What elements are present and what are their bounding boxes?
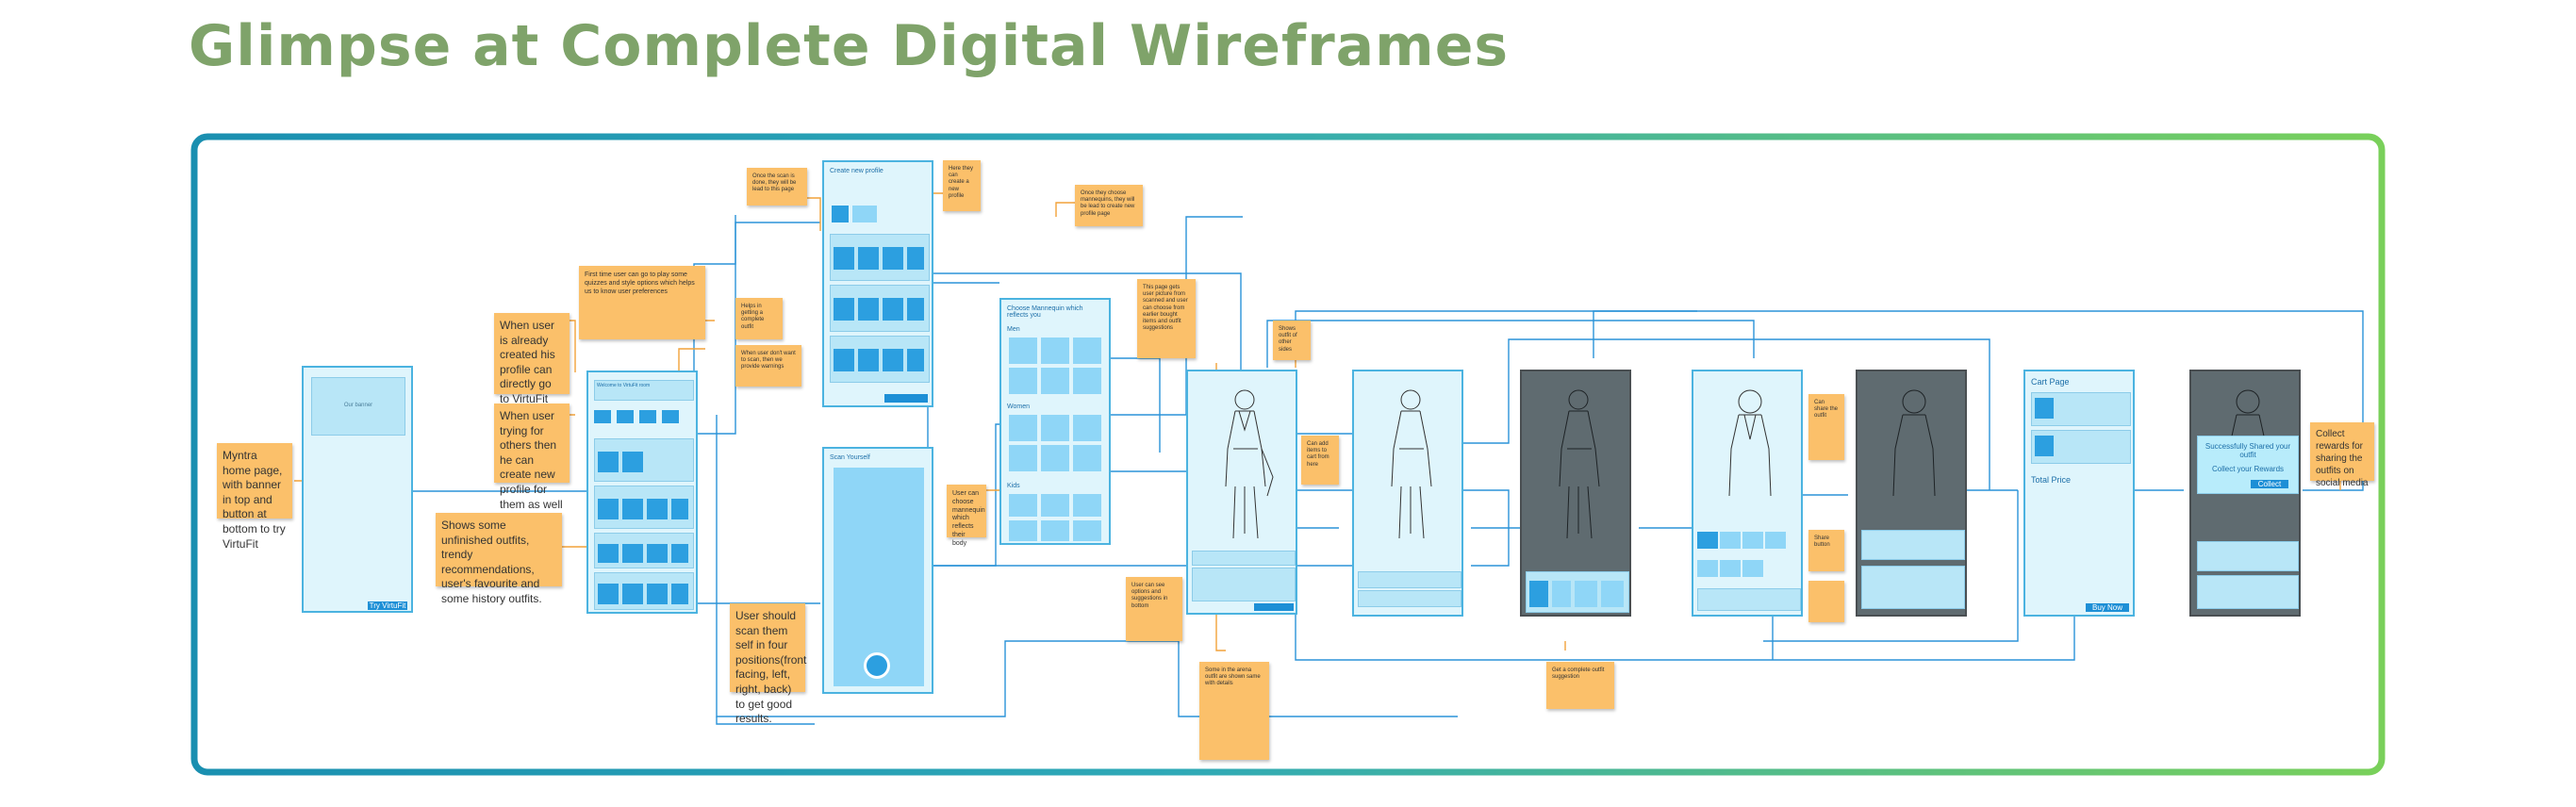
note-unfinished: Shows some unfinished outfits, trendy re… <box>436 513 562 605</box>
tryon-screen <box>1186 370 1297 615</box>
create-profile-button[interactable] <box>884 394 928 403</box>
cart-screen: Cart Page Total Price Buy Now <box>2023 370 2135 617</box>
note-profile-done: Once the scan is done, they will be lead… <box>747 168 807 206</box>
outfit-details-screen <box>1692 370 1803 617</box>
camera-viewfinder <box>834 468 924 686</box>
note-tryon: This page gets user picture from scanned… <box>1137 279 1196 358</box>
outfit-screen <box>1352 370 1463 617</box>
buy-now-button[interactable]: Buy Now <box>2086 603 2129 612</box>
note-suggestions: Get a complete outfit suggestion <box>1546 662 1614 709</box>
note-new-profile: Here they can create a new profile <box>943 160 981 211</box>
virtufit-room-screen: Welcome to VirtuFit room <box>586 371 698 614</box>
note-rewards: Collect rewards for sharing the outfits … <box>2310 422 2374 488</box>
note-bottom-rec: User can see options and suggestions in … <box>1126 577 1182 641</box>
note-mannequin: Once they choose mannequins, they will b… <box>1075 185 1143 226</box>
note-quiz: First time user can go to play some quiz… <box>579 266 705 339</box>
dark-details-screen <box>1856 370 1967 617</box>
note-already-created: When user is already created his profile… <box>494 313 570 420</box>
home-screen: Our banner Try VirtuFit <box>302 366 413 613</box>
scan-screen: Scan Yourself <box>822 447 933 694</box>
note-side: Shows outfit of other sides <box>1273 321 1311 360</box>
home-banner: Our banner <box>311 377 405 436</box>
note-for-others: When user trying for others then he can … <box>494 404 570 511</box>
note-choose-mannequin: User can choose mannequin which reflects… <box>947 485 986 547</box>
page-title: Glimpse at Complete Digital Wireframes <box>189 13 1510 79</box>
note-share: Can share the outfit <box>1808 394 1844 460</box>
note-home: Myntra home page, with banner in top and… <box>217 443 292 551</box>
board-frame <box>190 133 2386 776</box>
reward-popup: Successfully Shared your outfit Collect … <box>2197 436 2299 494</box>
capture-button[interactable] <box>864 652 890 679</box>
reward-screen: Successfully Shared your outfit Collect … <box>2189 370 2301 617</box>
note-scan: User should scan them self in four posit… <box>730 603 806 725</box>
note-cart-add: Can add items to cart from here <box>1301 436 1339 485</box>
choose-mannequin-screen: Choose Mannequin which reflects you Men … <box>999 298 1111 545</box>
try-virtufit-button[interactable]: Try VirtuFit <box>368 601 407 610</box>
note-complete-outfit: Helps in getting a complete outfit <box>735 298 783 339</box>
dark-outfit-screen <box>1520 370 1631 617</box>
add-to-cart-button[interactable] <box>1254 603 1294 611</box>
person-illustration <box>1225 389 1274 539</box>
create-profile-screen: Create new profile <box>822 160 933 407</box>
note-hover: When user don't want to scan, then we pr… <box>735 345 801 387</box>
note-share-small: Share button <box>1808 530 1844 571</box>
collect-button[interactable]: Collect <box>2251 480 2288 488</box>
note-some-outfit: Some in the arena outfit are shown same … <box>1199 662 1269 760</box>
